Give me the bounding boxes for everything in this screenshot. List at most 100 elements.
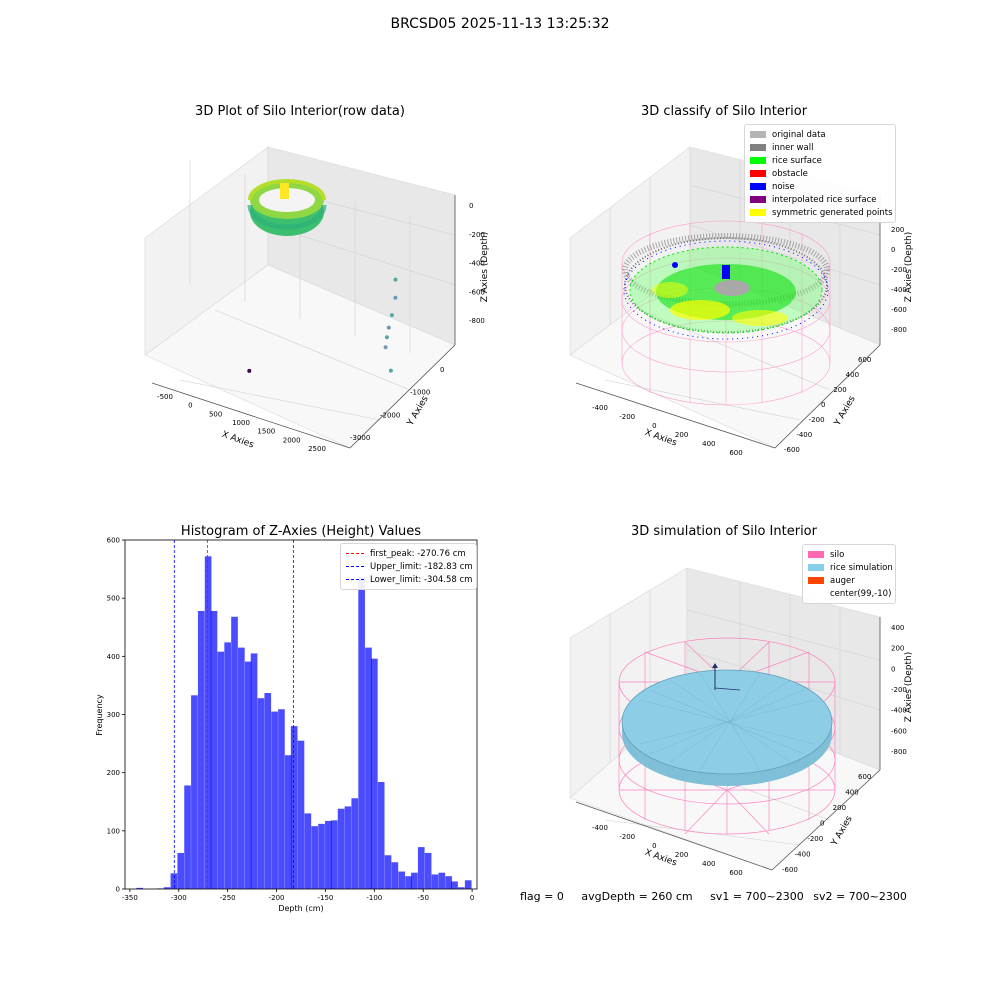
- histogram-y-tick-label: 300: [107, 711, 120, 719]
- histogram-x-tick-label: -300: [171, 894, 187, 902]
- histogram-x-tick-label: -250: [220, 894, 236, 902]
- raw-ring-points: [247, 179, 327, 236]
- classify-z-tick-label: -400: [891, 286, 907, 294]
- histogram-bars: [136, 556, 472, 889]
- simulation-z-axis-label: Z Axies (Depth): [904, 652, 914, 723]
- raw-x-tick-label: 1000: [232, 419, 250, 427]
- legend-item: rice surface: [750, 154, 890, 167]
- histogram-title: Histogram of Z-Axies (Height) Values: [180, 524, 422, 539]
- status-sv1: sv1 = 700~2300: [710, 890, 804, 903]
- legend-item: obstacle: [750, 167, 890, 180]
- raw-x-tick-label: 500: [209, 410, 222, 418]
- histogram-bar: [405, 876, 412, 889]
- legend-label: Lower_limit: -304.58 cm: [370, 574, 473, 585]
- histogram-bar: [224, 642, 231, 889]
- classify-y-tick-label: -400: [796, 431, 812, 439]
- legend-item: first_peak: -270.76 cm: [346, 547, 471, 560]
- legend-swatch: [750, 196, 766, 203]
- simulation-z-tick-label: 200: [891, 645, 904, 653]
- raw-x-tick-label: 1500: [257, 428, 275, 436]
- histogram-bar: [311, 826, 319, 889]
- legend-swatch: [808, 564, 824, 571]
- raw-y-tick-label: -1000: [410, 389, 430, 397]
- histogram-x-tick-label: -50: [418, 894, 429, 902]
- raw-x-tick-label: 2500: [308, 445, 326, 453]
- simulation-z-tick-label: 0: [891, 665, 895, 673]
- simulation-plot-title: 3D simulation of Silo Interior: [631, 524, 817, 539]
- classify-x-tick-label: 600: [729, 449, 742, 457]
- histogram-x-tick-label: -100: [366, 894, 382, 902]
- legend-swatch: [750, 157, 766, 164]
- histogram-bar: [304, 813, 312, 889]
- simulation-z-tick-label: -200: [891, 686, 907, 694]
- legend-label: auger: [830, 575, 855, 586]
- raw-x-tick-label: -500: [157, 393, 173, 401]
- histogram-y-tick-label: 100: [107, 827, 120, 835]
- legend-label: interpolated rice surface: [772, 194, 877, 205]
- histogram-bar: [191, 695, 198, 889]
- histogram-bar: [325, 820, 332, 889]
- histogram-y-tick-label: 0: [116, 886, 120, 894]
- simulation-x-tick-label: 600: [729, 869, 742, 877]
- histogram-y-axis-label: Frequency: [95, 694, 104, 736]
- legend-swatch: [750, 209, 766, 216]
- legend-line: [346, 566, 364, 567]
- simulation-z-tick-label: -400: [891, 707, 907, 715]
- histogram-bar: [411, 872, 418, 889]
- legend-label: rice surface: [772, 155, 822, 166]
- raw-outlier-point: [247, 368, 252, 373]
- histogram-bar: [210, 610, 218, 889]
- legend-item: inner wall: [750, 141, 890, 154]
- histogram-x-tick-label: -150: [317, 894, 333, 902]
- raw-y-tick-label: -2000: [380, 411, 400, 419]
- histogram-plot: -350 -300 -250 -200 -150 -100 -50 0 0 100 200 300 4…: [95, 537, 478, 913]
- raw-y-tick-label: -3000: [350, 434, 370, 442]
- histogram-bar: [330, 820, 338, 889]
- raw-outlier-point: [389, 313, 394, 318]
- legend-label: silo: [830, 549, 845, 560]
- legend-label: original data: [772, 129, 826, 140]
- classify-z-tick-label: -800: [891, 326, 907, 334]
- legend-line: [346, 579, 364, 580]
- classify-z-axis-label: Z Axies (Depth): [904, 232, 914, 303]
- histogram-legend: first_peak: -270.76 cm Upper_limit: -182.…: [340, 543, 477, 590]
- classify-legend: original data inner wall rice surface obsta…: [744, 124, 896, 223]
- legend-item: auger: [808, 574, 890, 587]
- status-sv2: sv2 = 700~2300: [813, 890, 907, 903]
- simulation-y-tick-label: 600: [858, 773, 871, 781]
- legend-swatch: [808, 590, 824, 597]
- simulation-legend: silo rice simulation auger center(99,-10): [802, 544, 896, 604]
- legend-label: obstacle: [772, 168, 808, 179]
- raw-z-tick-label: -400: [469, 260, 485, 268]
- raw-outlier-point: [386, 325, 391, 330]
- simulation-y-tick-label: -200: [807, 835, 823, 843]
- histogram-bar: [451, 881, 458, 889]
- legend-label: first_peak: -270.76 cm: [370, 548, 466, 559]
- raw-plot-title: 3D Plot of Silo Interior(row data): [195, 104, 405, 119]
- simulation-x-tick-label: -200: [619, 833, 635, 841]
- figure-title: BRCSD05 2025-11-13 13:25:32: [390, 16, 610, 32]
- raw-z-tick-label: 0: [469, 202, 473, 210]
- legend-item: rice simulation: [808, 561, 893, 574]
- histogram-bar: [438, 872, 446, 889]
- simulation-z-tick-label: 400: [891, 624, 904, 632]
- histogram-bar: [318, 823, 325, 889]
- histogram-bar: [337, 808, 345, 889]
- histogram-bar: [204, 556, 212, 889]
- histogram-bar: [344, 806, 352, 889]
- classify-x-tick-label: 200: [675, 431, 688, 439]
- classify-y-tick-label: 600: [858, 356, 871, 364]
- legend-item: noise: [750, 180, 890, 193]
- status-avg-depth: avgDepth = 260 cm: [581, 890, 693, 903]
- classify-x-tick-label: 0: [652, 422, 656, 430]
- histogram-bar: [170, 873, 178, 889]
- raw-outlier-point: [388, 368, 393, 373]
- histogram-bar: [278, 709, 285, 889]
- classify-rice-surface: [623, 240, 829, 340]
- legend-swatch: [808, 551, 824, 558]
- legend-label: inner wall: [772, 142, 814, 153]
- classify-y-tick-label: -600: [784, 446, 800, 454]
- legend-line: [346, 553, 364, 554]
